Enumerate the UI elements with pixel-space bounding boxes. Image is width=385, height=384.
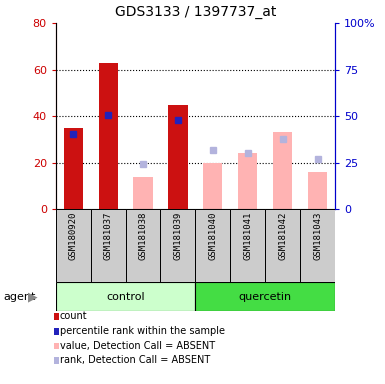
- Text: GSM181041: GSM181041: [243, 212, 252, 260]
- Bar: [238, 154, 257, 209]
- Title: GDS3133 / 1397737_at: GDS3133 / 1397737_at: [115, 5, 276, 19]
- Text: percentile rank within the sample: percentile rank within the sample: [60, 326, 225, 336]
- Text: control: control: [106, 291, 145, 302]
- Bar: [300, 209, 335, 282]
- Bar: [203, 163, 223, 209]
- Text: ▶: ▶: [28, 290, 38, 303]
- Bar: [126, 209, 161, 282]
- Bar: [168, 104, 187, 209]
- Bar: [56, 209, 91, 282]
- Bar: [64, 128, 83, 209]
- Bar: [195, 282, 335, 311]
- Text: GSM181037: GSM181037: [104, 212, 113, 260]
- Bar: [91, 209, 126, 282]
- Text: GSM181039: GSM181039: [173, 212, 182, 260]
- Bar: [273, 132, 292, 209]
- Bar: [134, 177, 152, 209]
- Text: value, Detection Call = ABSENT: value, Detection Call = ABSENT: [60, 341, 215, 351]
- Text: count: count: [60, 311, 87, 321]
- Text: quercetin: quercetin: [239, 291, 292, 302]
- Text: rank, Detection Call = ABSENT: rank, Detection Call = ABSENT: [60, 355, 210, 365]
- Text: GSM181043: GSM181043: [313, 212, 322, 260]
- Text: GSM181040: GSM181040: [208, 212, 218, 260]
- Bar: [56, 282, 195, 311]
- Bar: [265, 209, 300, 282]
- Text: GSM180920: GSM180920: [69, 212, 78, 260]
- Text: GSM181038: GSM181038: [139, 212, 147, 260]
- Bar: [99, 63, 118, 209]
- Bar: [161, 209, 195, 282]
- Bar: [230, 209, 265, 282]
- Bar: [308, 172, 327, 209]
- Bar: [195, 209, 230, 282]
- Text: agent: agent: [4, 291, 36, 302]
- Text: GSM181042: GSM181042: [278, 212, 287, 260]
